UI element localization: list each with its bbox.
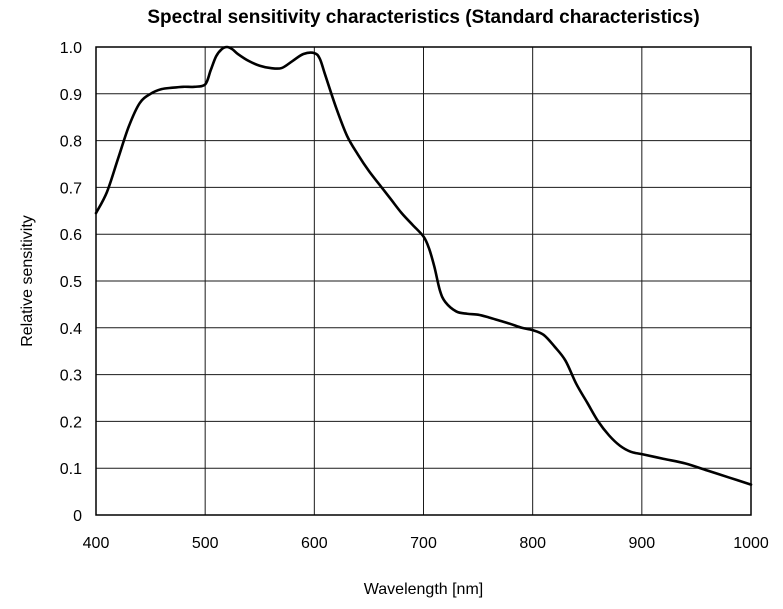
y-axis-label: Relative sensitivity [19,215,36,347]
y-tick-label: 0.4 [60,321,82,338]
y-tick-label: 0.7 [60,180,82,197]
y-tick-label: 0.1 [60,461,82,478]
series-layer [94,45,753,486]
plot-border [95,46,752,516]
grid-lines [96,47,751,515]
series-line-0 [94,45,753,486]
y-tick-label: 0.5 [60,274,82,291]
y-axis-ticks: 0 0.1 0.2 0.3 0.4 0.5 0.6 0.7 0.8 0.9 1.0 [60,40,82,525]
y-tick-label: 0.2 [60,414,82,431]
x-tick-label: 1000 [733,535,769,552]
x-tick-label: 400 [83,535,110,552]
x-axis-label: Wavelength [nm] [363,581,484,598]
y-tick-label: 0.6 [60,227,82,244]
x-axis-ticks: 400 500 600 700 800 900 1000 [83,535,769,552]
x-tick-label: 600 [301,535,328,552]
x-tick-label: 800 [519,535,546,552]
y-tick-label: 0.8 [60,134,82,151]
y-tick-label: 0 [73,508,82,525]
y-tick-label: 0.9 [60,87,82,104]
plot-frame [95,46,752,516]
x-tick-label: 700 [410,535,437,552]
x-tick-label: 500 [192,535,219,552]
x-tick-label: 900 [628,535,655,552]
chart-title: Spectral sensitivity characteristics (St… [147,7,700,28]
y-tick-label: 1.0 [60,40,82,57]
y-tick-label: 0.3 [60,368,82,385]
